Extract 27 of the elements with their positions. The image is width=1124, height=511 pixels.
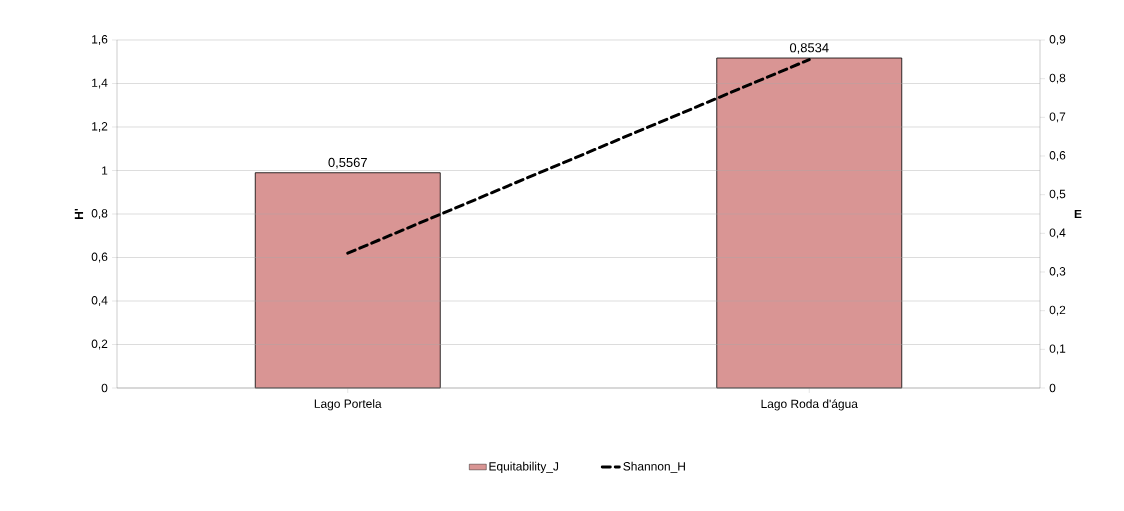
y-tick-label: 1,4 xyxy=(92,78,108,89)
y2-tick-label: 0 xyxy=(1049,383,1056,393)
y-axis-title: H' xyxy=(74,208,84,219)
y2-tick-label: 0,4 xyxy=(1049,228,1066,239)
y2-tick-label: 0,6 xyxy=(1049,151,1066,161)
x-tick-label: Lago Roda d'água xyxy=(761,399,858,411)
y2-tick-label: 0,7 xyxy=(1049,112,1066,123)
y2-tick-label: 0,3 xyxy=(1049,267,1066,277)
y-tick-label: 0 xyxy=(101,383,108,393)
y-tick-label: 0,4 xyxy=(91,296,108,306)
legend-label: Shannon_H xyxy=(623,461,685,473)
y2-tick-label: 0,9 xyxy=(1049,35,1066,45)
y2-tick-label: 0,5 xyxy=(1049,189,1066,200)
y-tick-label: 0,8 xyxy=(91,209,108,219)
y-tick-label: 0,6 xyxy=(91,252,108,263)
data-label: 0,5567 xyxy=(328,157,367,169)
y2-tick-label: 0,1 xyxy=(1049,344,1066,355)
y-tick-label: 1 xyxy=(102,166,108,175)
y-tick-label: 1,6 xyxy=(92,35,108,45)
y2-tick-label: 0,2 xyxy=(1049,305,1066,316)
y2-axis-title: E xyxy=(1074,209,1082,219)
y-tick-label: 0,2 xyxy=(91,339,108,350)
legend-label: Equitability_J xyxy=(489,461,559,473)
y2-tick-label: 0,8 xyxy=(1049,73,1066,84)
data-label: 0,8534 xyxy=(789,43,829,54)
x-tick-label: Lago Portela xyxy=(314,399,382,411)
y-tick-label: 1,2 xyxy=(92,122,108,132)
